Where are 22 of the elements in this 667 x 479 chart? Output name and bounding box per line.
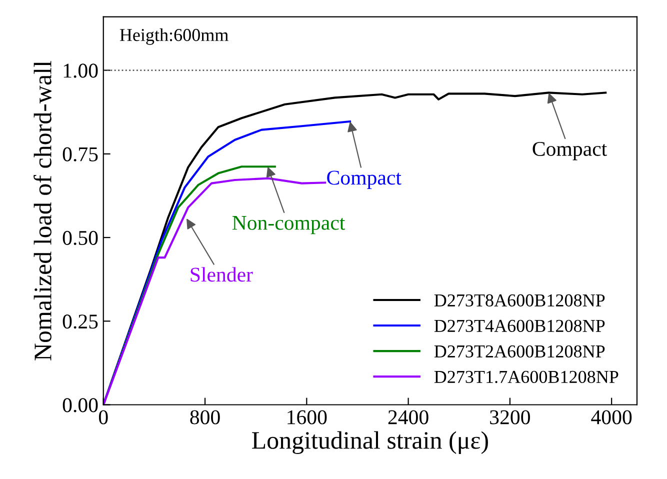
y-tick-label: 0.00 bbox=[62, 398, 98, 412]
y-tick-label: 0.50 bbox=[62, 230, 98, 246]
y-tick-label: 0.25 bbox=[62, 314, 98, 329]
legend-label: D273T2A600B1208NP bbox=[434, 345, 605, 358]
x-tick-label: 3200 bbox=[490, 410, 530, 424]
y-axis-title: Nomalized load of chord-wall bbox=[34, 60, 52, 360]
annotation: Heigth:600mm bbox=[120, 28, 228, 45]
y-tick-label: 0.75 bbox=[62, 147, 98, 162]
x-tick-label: 1600 bbox=[288, 410, 327, 424]
legend-label: D273T4A600B1208NP bbox=[434, 320, 605, 332]
annotation: Compact bbox=[327, 170, 402, 189]
x-tick-label: 2400 bbox=[388, 410, 428, 424]
legend-label: D273T1.7A600B1208NP bbox=[434, 370, 618, 384]
annotation: Slender bbox=[190, 267, 253, 282]
x-axis-title: Longitudinal strain (με) bbox=[252, 431, 488, 454]
x-tick-label: 4000 bbox=[591, 410, 632, 424]
x-tick-label: 800 bbox=[190, 410, 220, 424]
y-tick-label: 1.00 bbox=[64, 64, 98, 78]
annotation: Non-compact bbox=[232, 216, 346, 234]
annotation: Compact bbox=[532, 142, 608, 160]
x-tick-label: 0 bbox=[98, 410, 108, 424]
legend-label: D273T8A600B1208NP bbox=[434, 294, 605, 306]
